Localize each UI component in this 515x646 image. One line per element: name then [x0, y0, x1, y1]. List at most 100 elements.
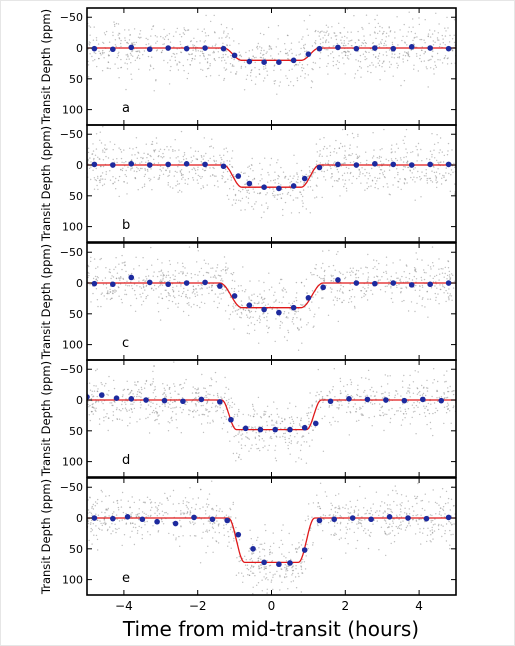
raw-point [248, 438, 250, 440]
raw-point [200, 267, 203, 270]
raw-point [130, 62, 132, 64]
raw-point [391, 144, 393, 146]
raw-point [421, 384, 423, 387]
raw-point [306, 64, 309, 66]
raw-point [417, 406, 419, 408]
raw-point [407, 390, 409, 392]
raw-point [208, 493, 211, 495]
raw-point [89, 404, 91, 407]
raw-point [427, 35, 429, 38]
raw-point [135, 514, 137, 516]
raw-point [429, 158, 431, 161]
raw-point [100, 178, 102, 180]
raw-point [302, 304, 304, 306]
raw-point [444, 502, 447, 505]
raw-point [216, 394, 219, 397]
raw-point [414, 167, 416, 169]
raw-point [447, 150, 449, 152]
raw-point [97, 401, 100, 403]
raw-point [206, 287, 208, 289]
raw-point [139, 407, 142, 409]
raw-point [180, 526, 182, 528]
raw-point [446, 274, 449, 277]
raw-point [95, 37, 98, 39]
raw-point [312, 68, 314, 71]
raw-point [115, 45, 117, 48]
raw-point [234, 202, 237, 204]
raw-point [118, 51, 120, 53]
raw-point [302, 205, 304, 208]
raw-point [105, 382, 107, 385]
raw-point [333, 278, 335, 280]
raw-point [340, 284, 342, 286]
raw-point [404, 166, 406, 168]
raw-point [133, 395, 135, 398]
raw-point [134, 384, 136, 386]
binned-point [261, 559, 267, 566]
raw-point [265, 411, 267, 413]
raw-point [382, 412, 384, 414]
raw-point [133, 170, 135, 172]
raw-point [261, 178, 263, 180]
raw-point [439, 511, 441, 513]
raw-point [278, 182, 280, 185]
raw-point [192, 288, 195, 291]
raw-point [394, 485, 396, 487]
raw-point [203, 54, 205, 57]
raw-point [250, 299, 252, 301]
raw-point [152, 67, 155, 70]
raw-point [161, 510, 164, 512]
raw-point [88, 272, 90, 274]
raw-point [453, 34, 455, 36]
raw-point [229, 313, 232, 316]
raw-point [160, 283, 162, 285]
raw-point [174, 270, 177, 272]
raw-point [133, 501, 135, 504]
raw-point [207, 263, 210, 265]
raw-point [149, 534, 151, 536]
raw-point [402, 54, 404, 56]
raw-point [197, 274, 199, 276]
raw-point [195, 411, 197, 413]
raw-point [296, 77, 298, 79]
binned-point [217, 399, 223, 405]
raw-point [127, 388, 129, 391]
raw-point [147, 160, 150, 162]
raw-point [385, 264, 388, 266]
raw-point [151, 143, 154, 145]
binned-point [276, 59, 282, 65]
raw-point [443, 176, 445, 179]
raw-point [359, 61, 362, 63]
raw-point [403, 374, 405, 377]
raw-point [396, 16, 398, 18]
raw-point [131, 530, 133, 532]
raw-point [225, 399, 228, 402]
raw-point [341, 145, 344, 148]
raw-point [447, 402, 449, 404]
raw-point [332, 45, 334, 47]
raw-point [303, 441, 305, 443]
raw-point [248, 175, 250, 178]
raw-point [137, 189, 139, 191]
raw-point [201, 52, 204, 55]
raw-point [261, 579, 263, 581]
raw-point [230, 272, 232, 275]
raw-point [182, 176, 184, 179]
raw-point [435, 281, 437, 283]
raw-point [345, 526, 347, 528]
raw-point [216, 267, 218, 269]
binned-point [445, 280, 452, 286]
raw-point [128, 39, 131, 41]
raw-point [240, 209, 242, 211]
raw-point [411, 279, 414, 281]
raw-point [206, 531, 209, 533]
raw-point [390, 63, 392, 66]
raw-point [124, 62, 126, 64]
raw-point [339, 288, 342, 290]
raw-point [216, 180, 219, 182]
raw-point [174, 407, 176, 409]
raw-point [397, 410, 399, 412]
raw-point [161, 297, 163, 299]
raw-point [228, 541, 230, 543]
raw-point [445, 172, 447, 174]
